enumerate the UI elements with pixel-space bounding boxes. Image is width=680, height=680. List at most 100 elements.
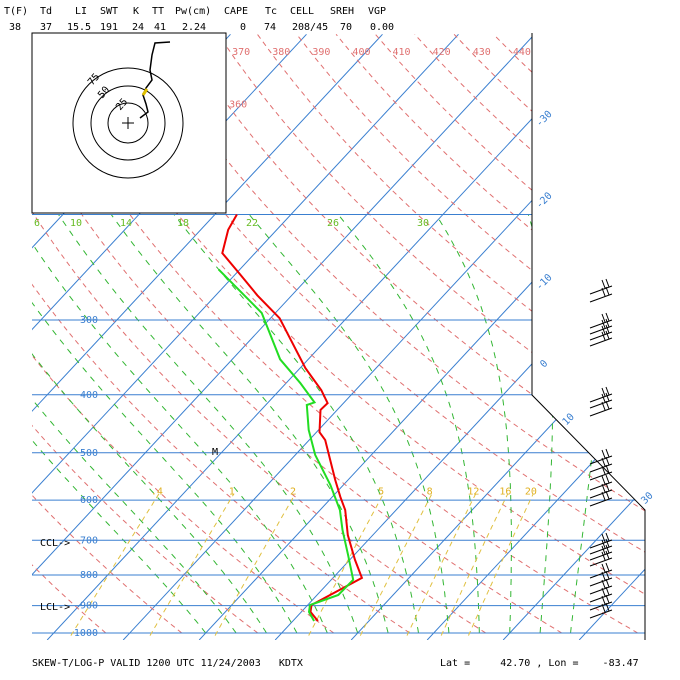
moist-label: 26 <box>327 218 339 229</box>
moist-label: 22 <box>246 218 258 229</box>
plot-border <box>531 33 646 640</box>
wind-barb <box>589 544 613 561</box>
dry-adiabat <box>32 34 107 634</box>
y-tick-label: 700 <box>80 535 98 546</box>
isotherm <box>198 33 645 640</box>
moist-adiabat <box>435 214 512 634</box>
header-value: 41 <box>154 22 166 33</box>
theta-label: 380 <box>272 47 290 58</box>
wind-barb <box>589 550 613 567</box>
dewpoint-profile <box>217 268 355 622</box>
dry-adiabat <box>32 34 487 634</box>
wind-barb <box>589 586 613 603</box>
dry-adiabat <box>32 34 411 634</box>
wind-barb <box>589 324 613 341</box>
wind-barb <box>589 570 613 587</box>
annotation: M <box>212 447 218 458</box>
isotherm <box>350 33 645 640</box>
isotherm <box>274 33 645 640</box>
footer-left: SKEW-T/LOG-P VALID 1200 UTC 11/24/2003 K… <box>32 658 303 669</box>
mixing-ratio-label: 8 <box>427 486 433 497</box>
header-label: K <box>133 6 139 17</box>
wind-barb <box>589 318 613 335</box>
wind-barb <box>589 578 613 595</box>
dry-adiabat <box>453 33 645 634</box>
moist-adiabat <box>110 214 389 634</box>
header-value: 24 <box>132 22 144 33</box>
header-value: 0.00 <box>370 22 394 33</box>
dry-adiabat <box>32 34 563 634</box>
wind-barb <box>589 400 613 417</box>
mixing-ratio-line <box>359 493 433 636</box>
mixing-ratio-line <box>308 493 384 636</box>
wind-barb <box>589 602 613 619</box>
wind-barb <box>589 286 613 303</box>
moist-label: 18 <box>177 218 189 229</box>
annotation: LCL-> <box>40 602 70 613</box>
hodograph-center <box>122 117 134 129</box>
header-value: 38 <box>9 22 21 33</box>
wind-barb <box>589 456 613 473</box>
y-tick-label: 500 <box>80 448 98 459</box>
header-label: SWT <box>100 6 118 17</box>
mixing-ratio-label: 2 <box>290 486 296 497</box>
dry-adiabat <box>60 34 645 634</box>
hodograph-ring <box>72 67 184 179</box>
header-label: CAPE <box>224 6 248 17</box>
dry-adiabat <box>493 33 645 634</box>
isotherm-label: 0 <box>538 358 550 370</box>
hodograph-ring <box>90 85 166 161</box>
wind-barb <box>589 562 613 579</box>
wind-barb <box>589 474 613 491</box>
dry-adiabat <box>571 33 645 634</box>
mixing-ratio-label: .4 <box>151 486 163 497</box>
moist-adiabat <box>32 214 237 634</box>
mixing-ratio-label: 1 <box>229 486 235 497</box>
y-tick-label: 900 <box>80 601 98 612</box>
mixing-ratio-label: 20 <box>525 486 537 497</box>
mixing-ratio-line <box>440 493 509 636</box>
theta-label: 430 <box>473 47 491 58</box>
wind-barb <box>589 392 613 409</box>
header-value: 74 <box>264 22 276 33</box>
theta-label: 390 <box>312 47 330 58</box>
dry-adiabat <box>32 34 639 634</box>
footer-right: Lat = 42.70 , Lon = -83.47 <box>440 658 639 669</box>
hodograph-marker <box>141 88 149 96</box>
theta-label: 420 <box>433 47 451 58</box>
dry-adiabat <box>414 33 645 634</box>
isotherm <box>46 33 611 640</box>
y-tick-label: 300 <box>80 315 98 326</box>
dry-adiabat <box>256 34 645 634</box>
dry-adiabat <box>375 33 645 634</box>
wind-barb <box>589 594 613 611</box>
header-value: 208/45 <box>292 22 328 33</box>
isotherm <box>32 33 459 640</box>
theta-label: 400 <box>352 47 370 58</box>
header-label: SREH <box>330 6 354 17</box>
header-label: Pw(cm) <box>175 6 211 17</box>
isotherm-label: -20 <box>534 191 555 212</box>
moist-adiabat <box>32 214 207 634</box>
moist-adiabat <box>32 214 328 634</box>
dry-adiabat <box>296 33 645 634</box>
temperature-profile <box>221 214 364 622</box>
moist-adiabat <box>58 214 359 634</box>
header-label: CELL <box>290 6 314 17</box>
moist-adiabat <box>570 214 607 634</box>
mixing-ratio-line <box>70 493 160 636</box>
header-value: 70 <box>340 22 352 33</box>
wind-barb <box>589 386 613 403</box>
header-value: 191 <box>100 22 118 33</box>
mixing-ratio-line <box>214 493 296 636</box>
header-label: VGP <box>368 6 386 17</box>
header-value: 37 <box>40 22 52 33</box>
wind-barb <box>589 448 613 465</box>
wind-barb <box>589 482 613 499</box>
hodograph-ring <box>107 102 149 144</box>
wind-barb <box>589 330 613 347</box>
header-label: TT <box>152 6 164 17</box>
annotation: CCL-> <box>40 538 70 549</box>
